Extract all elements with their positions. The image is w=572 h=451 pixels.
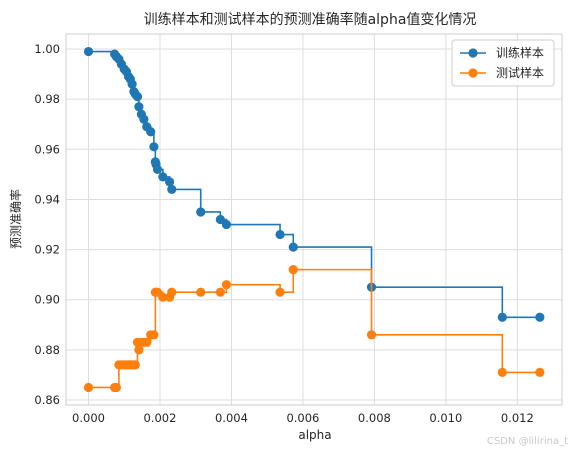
- data-point: [497, 367, 507, 378]
- x-axis-label: alpha: [298, 428, 331, 442]
- data-point: [152, 164, 163, 174]
- y-tick-label: 0.94: [34, 192, 60, 206]
- y-tick-label: 0.86: [34, 393, 60, 407]
- data-point: [165, 177, 175, 187]
- data-point: [196, 207, 206, 217]
- y-tick-label: 0.98: [34, 92, 60, 106]
- data-point: [535, 312, 545, 322]
- series-2: [83, 265, 545, 393]
- x-tick-label: 0.010: [429, 411, 462, 425]
- legend-marker: [468, 68, 478, 78]
- data-point: [366, 330, 377, 340]
- x-tick-label: 0.006: [286, 411, 319, 425]
- data-point: [142, 337, 152, 347]
- data-point: [158, 172, 168, 182]
- series-1: [83, 46, 545, 322]
- y-tick-label: 0.90: [34, 293, 60, 307]
- data-point: [146, 127, 156, 137]
- y-tick-label: 0.88: [34, 343, 60, 357]
- x-tick-label: 0.004: [215, 411, 248, 425]
- legend-marker: [468, 48, 478, 58]
- data-point: [130, 360, 140, 370]
- data-point: [167, 287, 177, 297]
- data-point: [158, 292, 168, 302]
- plot-area: [65, 33, 563, 406]
- data-point: [149, 142, 159, 152]
- data-point: [275, 287, 285, 297]
- data-point: [288, 265, 298, 275]
- data-point: [275, 229, 285, 240]
- data-point: [167, 184, 177, 195]
- chart-title: 训练样本和测试样本的预测准确率随alpha值变化情况: [144, 11, 477, 28]
- data-point: [497, 312, 507, 322]
- y-tick-label: 0.96: [34, 142, 60, 156]
- data-point: [288, 242, 298, 252]
- x-tick-label: 0.002: [144, 411, 177, 425]
- data-point: [134, 345, 144, 355]
- data-point: [221, 280, 232, 290]
- series-layer: [83, 46, 545, 393]
- data-point: [134, 102, 144, 112]
- grid: [66, 34, 562, 405]
- y-tick-label: 0.92: [34, 243, 60, 257]
- data-point: [215, 287, 225, 297]
- data-point: [139, 114, 149, 124]
- data-point: [221, 219, 232, 230]
- x-tick-label: 0.008: [358, 411, 391, 425]
- data-point: [132, 92, 143, 102]
- data-point: [127, 79, 137, 89]
- x-tick-label: 0.000: [72, 411, 105, 425]
- data-point: [196, 287, 206, 297]
- x-tick-label: 0.012: [501, 411, 534, 425]
- legend-box: [451, 39, 555, 87]
- data-point: [149, 330, 159, 340]
- data-point: [111, 382, 121, 393]
- legend-label: 测试样本: [496, 65, 544, 80]
- y-axis-label: 预测准确率: [8, 189, 23, 249]
- data-point: [83, 46, 94, 57]
- tick-labels: 0.000 0.002 0.004 0.006 0.008 0.010 0.012 0.86 0…: [34, 42, 533, 425]
- watermark: CSDN @lilirina_t: [487, 436, 568, 447]
- data-point: [215, 214, 225, 225]
- data-point: [83, 382, 94, 393]
- y-tick-label: 1.00: [34, 42, 60, 56]
- legend-label: 训练样本: [496, 45, 544, 60]
- data-point: [535, 367, 545, 378]
